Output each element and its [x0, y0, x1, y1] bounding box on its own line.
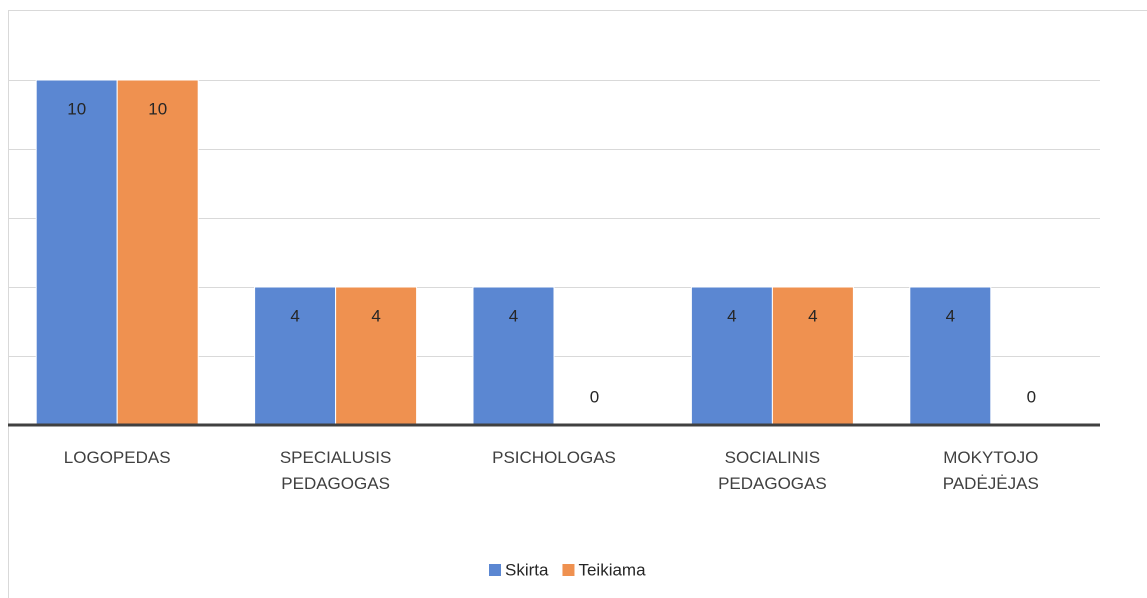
- bar: [254, 286, 337, 426]
- bar: [909, 286, 992, 426]
- x-tick-label: SOCIALINIS PEDAGOGAS: [718, 448, 827, 493]
- x-tick-label: SPECIALUSIS PEDAGOGAS: [279, 448, 392, 493]
- value-label: 4: [727, 306, 736, 325]
- legend-label: Teikiama: [578, 560, 646, 579]
- value-label: 0: [590, 387, 599, 406]
- legend-swatch: [489, 564, 501, 576]
- bar: [116, 79, 199, 426]
- value-label: 4: [946, 306, 955, 325]
- value-label: 4: [371, 306, 380, 325]
- bar: [35, 79, 118, 426]
- x-tick-label: MOKYTOJO PADĖJĖJAS: [942, 448, 1039, 493]
- bar: [472, 286, 555, 426]
- x-tick-label: LOGOPEDAS: [63, 448, 171, 467]
- value-label: 4: [808, 306, 817, 325]
- bar: [335, 286, 418, 426]
- value-label: 4: [509, 306, 518, 325]
- bar: [771, 286, 854, 426]
- legend-label: Skirta: [505, 560, 549, 579]
- value-label: 0: [1027, 387, 1036, 406]
- x-tick-label: PSICHOLOGAS: [492, 448, 616, 467]
- value-label: 4: [290, 306, 299, 325]
- value-label: 10: [67, 99, 86, 118]
- legend-swatch: [562, 564, 575, 576]
- value-label: 10: [148, 99, 167, 118]
